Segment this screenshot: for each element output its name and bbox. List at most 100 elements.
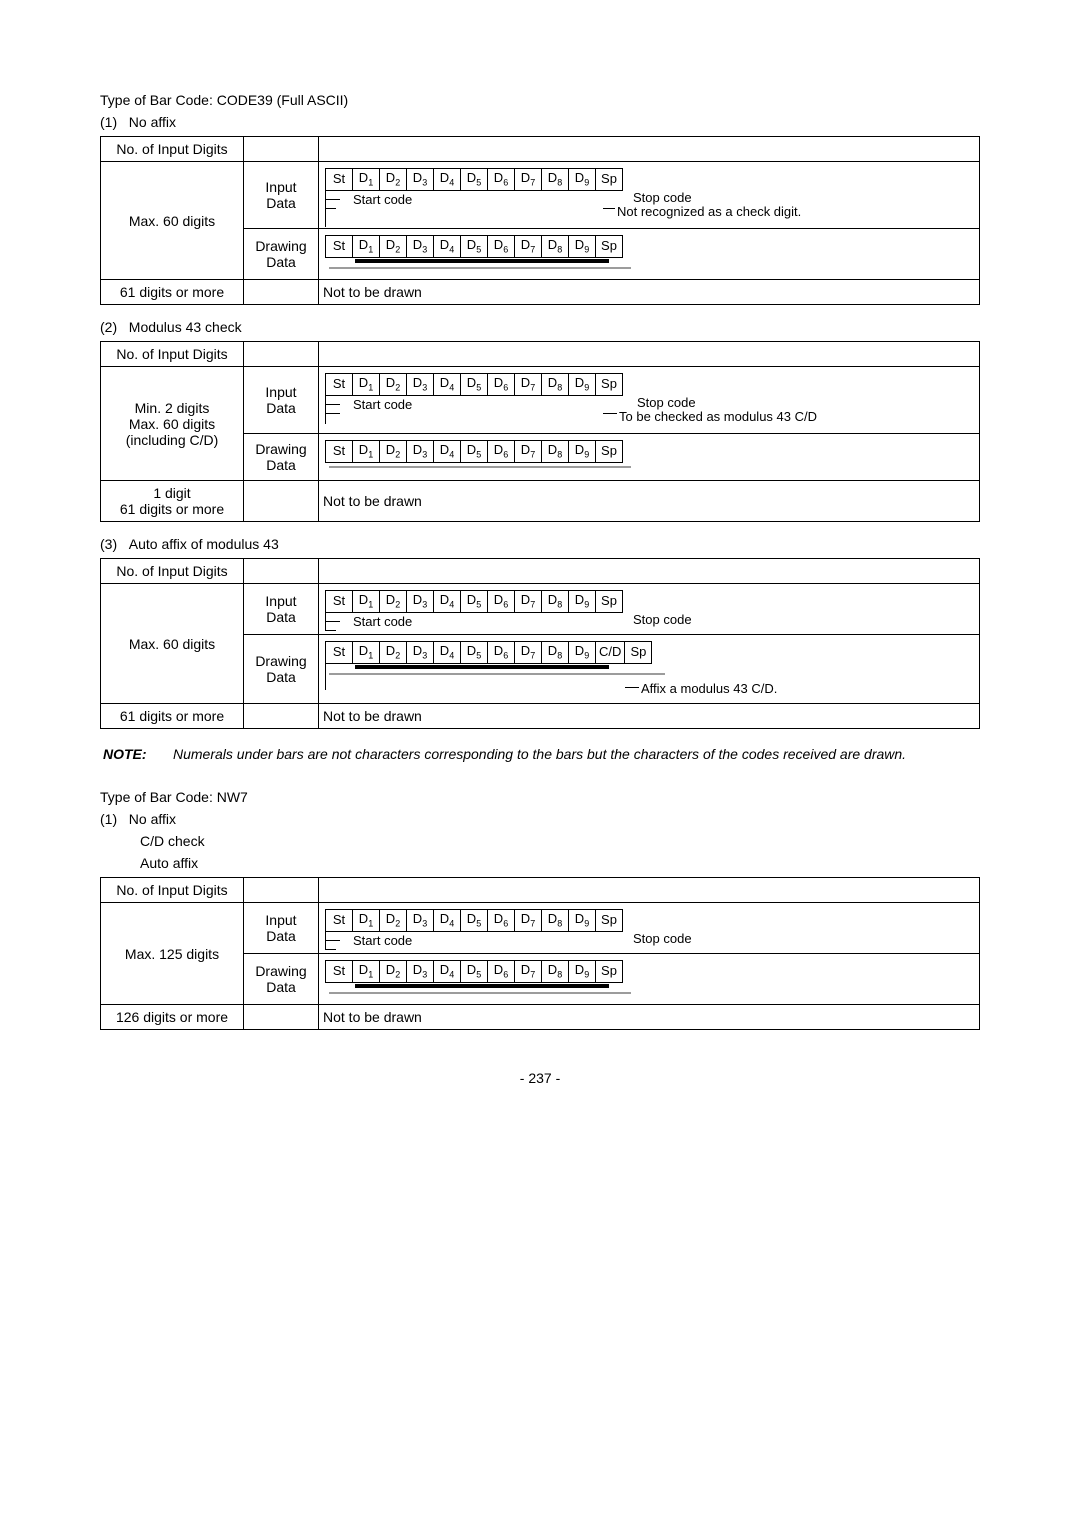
digit-cell: St — [326, 236, 353, 258]
digit-cell: D6 — [488, 236, 515, 258]
label-startcode: Start code — [353, 192, 412, 207]
row-draw: Drawing Data — [244, 434, 319, 481]
digit-cell: Sp — [596, 441, 623, 463]
digit-cell: D2 — [380, 441, 407, 463]
digit-cell: D2 — [380, 169, 407, 191]
row-draw: Drawing Data — [244, 635, 319, 704]
digit-cell: D5 — [461, 642, 488, 664]
diagram-draw: StD1D2D3D4D5D6D7D8D9C/DSp Affix a modulu… — [325, 641, 973, 699]
digit-cell: D3 — [407, 236, 434, 258]
digit-cell: Sp — [596, 374, 623, 396]
digit-cell: D3 — [407, 961, 434, 983]
digit-cell: D7 — [515, 441, 542, 463]
digit-cell: D4 — [434, 910, 461, 932]
digit-cell: D1 — [353, 642, 380, 664]
subsection-2: (2) Modulus 43 check — [100, 319, 980, 335]
col-header: No. of Input Digits — [101, 137, 244, 162]
digit-cell: St — [326, 441, 353, 463]
digit-cell: D8 — [542, 169, 569, 191]
digit-cell: D5 — [461, 169, 488, 191]
digit-cell: D6 — [488, 374, 515, 396]
row-input: Input Data — [244, 162, 319, 229]
digit-cell: D2 — [380, 961, 407, 983]
digit-cell: Sp — [596, 169, 623, 191]
digit-cell: D7 — [515, 374, 542, 396]
label-nocheck: Not recognized as a check digit. — [617, 204, 801, 219]
digit-cell: D9 — [569, 961, 596, 983]
digit-cell: D4 — [434, 236, 461, 258]
digit-cell: D4 — [434, 591, 461, 613]
table-noaffix: No. of Input Digits Max. 60 digits Input… — [100, 136, 980, 305]
digit-cell: Sp — [596, 591, 623, 613]
digit-cell: D2 — [380, 374, 407, 396]
digit-cell: St — [326, 961, 353, 983]
digit-cell: D1 — [353, 236, 380, 258]
digit-cell: D7 — [515, 910, 542, 932]
diagram-input: StD1D2D3D4D5D6D7D8D9Sp Start code Stop c… — [325, 909, 973, 949]
digit-cell: D9 — [569, 642, 596, 664]
subsection-3-label: Auto affix of modulus 43 — [129, 536, 279, 552]
digit-cell: D9 — [569, 591, 596, 613]
section-title-nw7: Type of Bar Code: NW7 — [100, 789, 980, 805]
row-over125: 126 digits or more — [101, 1005, 244, 1030]
subsection-nw7-a: No affix — [129, 811, 176, 827]
digit-cell: D9 — [569, 236, 596, 258]
row-max60: Max. 60 digits — [101, 584, 244, 704]
label-startcode: Start code — [353, 933, 412, 948]
col-header: No. of Input Digits — [101, 559, 244, 584]
digit-cell: D1 — [353, 591, 380, 613]
digit-cell: D7 — [515, 169, 542, 191]
digit-cell: D6 — [488, 169, 515, 191]
digit-cell: D7 — [515, 642, 542, 664]
digit-cell: D3 — [407, 441, 434, 463]
digit-cell: D2 — [380, 910, 407, 932]
subsection-2-label: Modulus 43 check — [129, 319, 242, 335]
digit-cell: D7 — [515, 591, 542, 613]
digit-cell: D3 — [407, 591, 434, 613]
col-header: No. of Input Digits — [101, 878, 244, 903]
note-text: Numerals under bars are not characters c… — [172, 745, 907, 763]
digit-cell: D4 — [434, 374, 461, 396]
label-startcode: Start code — [353, 397, 412, 412]
diagram-input: StD1D2D3D4D5D6D7D8D9Sp Start code Stop c… — [325, 373, 973, 429]
digit-cell: D1 — [353, 169, 380, 191]
row-over60: 61 digits or more — [101, 704, 244, 729]
label-stopcode: Stop code — [633, 931, 692, 946]
digit-cell: D2 — [380, 642, 407, 664]
digit-cell: St — [326, 591, 353, 613]
diagram-input: StD1D2D3D4D5D6D7D8D9Sp Start code Stop c… — [325, 590, 973, 630]
digit-cell: D4 — [434, 441, 461, 463]
label-stopcode: Stop code — [633, 190, 692, 205]
row-draw: Drawing Data — [244, 229, 319, 280]
section-title: Type of Bar Code: CODE39 (Full ASCII) — [100, 92, 980, 108]
cell-notdrawn: Not to be drawn — [319, 704, 980, 729]
digit-cell: D6 — [488, 441, 515, 463]
row-draw: Drawing Data — [244, 954, 319, 1005]
cell-notdrawn: Not to be drawn — [319, 1005, 980, 1030]
table-nw7: No. of Input Digits Max. 125 digits Inpu… — [100, 877, 980, 1030]
digit-cell: D6 — [488, 910, 515, 932]
digit-cell: D8 — [542, 591, 569, 613]
digit-cell: D1 — [353, 961, 380, 983]
subsection-nw7: (1) No affix — [100, 811, 980, 827]
label-stopcode: Stop code — [637, 395, 696, 410]
digit-cell: D8 — [542, 642, 569, 664]
digit-cell: D6 — [488, 591, 515, 613]
subsection-nw7-b: C/D check — [100, 833, 980, 849]
digit-cell: D8 — [542, 910, 569, 932]
digit-cell: Sp — [596, 910, 623, 932]
subsection-1: (1) No affix — [100, 114, 980, 130]
digit-cell: D6 — [488, 961, 515, 983]
digit-cell: D5 — [461, 236, 488, 258]
digit-cell: D9 — [569, 910, 596, 932]
cell-notdrawn: Not to be drawn — [319, 481, 980, 522]
digit-cell: D1 — [353, 441, 380, 463]
subsection-3: (3) Auto affix of modulus 43 — [100, 536, 980, 552]
row-min2: Min. 2 digits Max. 60 digits (including … — [101, 367, 244, 481]
digit-cell: D5 — [461, 591, 488, 613]
row-input: Input Data — [244, 584, 319, 635]
row-input: Input Data — [244, 903, 319, 954]
diagram-input: StD1D2D3D4D5D6D7D8D9Sp Start code Stop c… — [325, 168, 973, 224]
table-mod43check: No. of Input Digits Min. 2 digits Max. 6… — [100, 341, 980, 522]
row-input: Input Data — [244, 367, 319, 434]
